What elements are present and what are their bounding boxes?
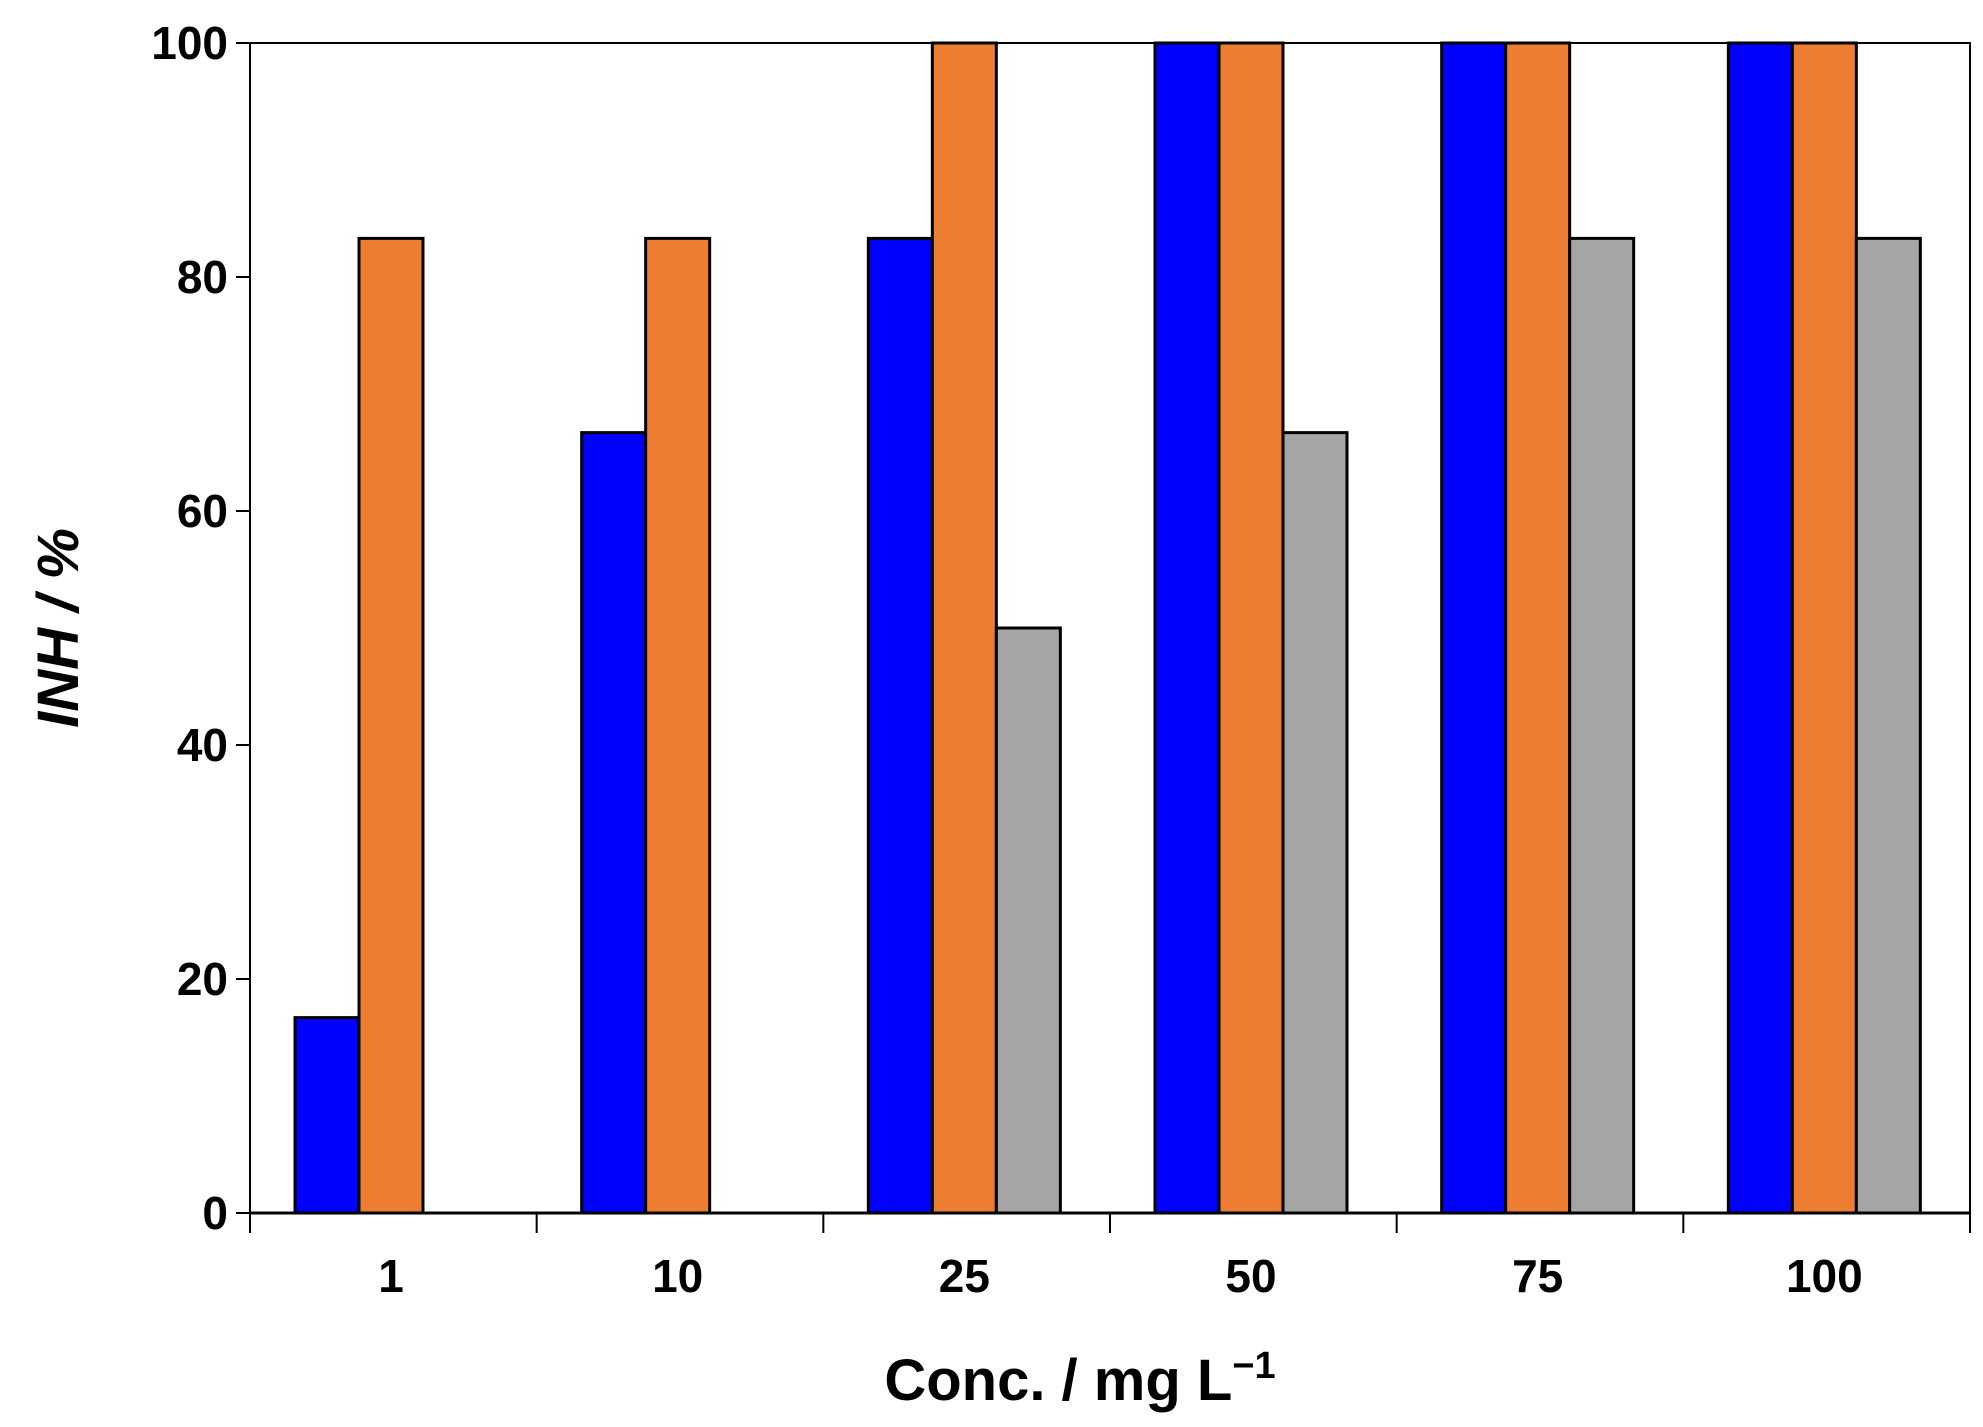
x-tick-label: 50 [1225,1250,1276,1302]
x-axis-title-main: Conc. / mg L [884,1348,1232,1413]
x-tick-label: 100 [1786,1250,1863,1302]
x-tick-label: 10 [652,1250,703,1302]
y-axis-title: INH / % [26,528,91,728]
bar-series-2-75 [1504,41,1572,1215]
bar-series-2-25 [930,41,998,1215]
bar-series-1-10 [580,431,648,1215]
y-tick-label: 100 [151,17,228,69]
y-tick-label: 20 [177,953,228,1005]
bar-series-1-1 [293,1016,361,1215]
y-axis: 0 20 40 60 80 100 [151,17,250,1239]
bar-series-3-25 [994,626,1062,1215]
x-axis-title: Conc. / mg L−1 [884,1345,1275,1413]
bars-layer [293,41,1922,1215]
bar-series-2-10 [644,236,712,1215]
y-tick-label: 80 [177,251,228,303]
bar-series-1-50 [1153,41,1221,1215]
bar-series-1-100 [1726,41,1794,1215]
plot-area [249,42,1971,1214]
x-tick-label: 75 [1512,1250,1563,1302]
bar-series-3-100 [1854,236,1922,1215]
x-axis-title-superscript: −1 [1232,1345,1275,1387]
x-tick-label: 25 [939,1250,990,1302]
bar-series-2-100 [1790,41,1858,1215]
y-tick-label: 0 [202,1187,228,1239]
bar-series-3-50 [1281,431,1349,1215]
y-tick-label: 40 [177,719,228,771]
bar-series-1-25 [866,236,934,1215]
bar-series-2-1 [357,236,425,1215]
bar-series-2-50 [1217,41,1285,1215]
bar-series-3-75 [1568,236,1636,1215]
x-axis: 1 10 25 50 75 100 [249,1211,1971,1302]
x-tick-label: 1 [378,1250,404,1302]
bar-series-1-75 [1440,41,1508,1215]
y-tick-label: 60 [177,485,228,537]
